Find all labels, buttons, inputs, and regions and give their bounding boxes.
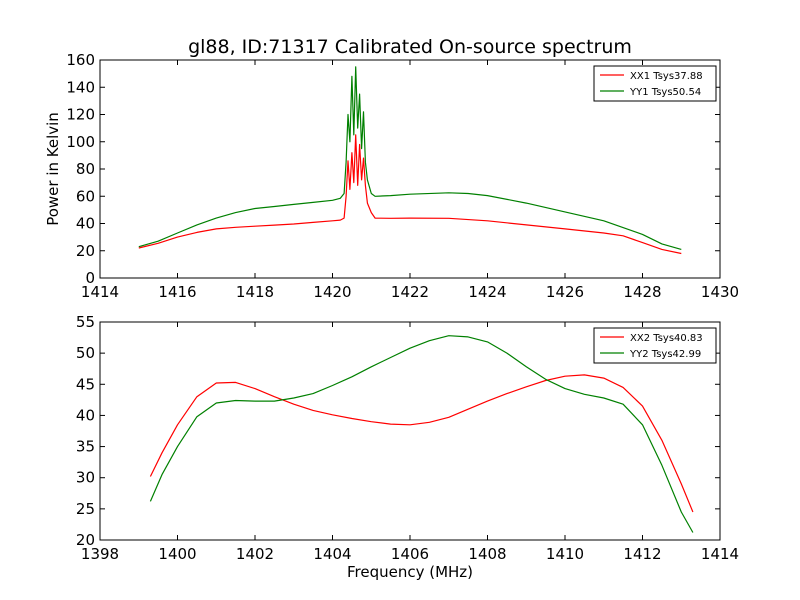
top-y-tick-label: 60: [76, 187, 95, 205]
top-y-axis-label: Power in Kelvin: [44, 112, 62, 226]
bottom-y-tick-label: 20: [76, 531, 95, 549]
top-x-tick-label: 1422: [391, 283, 429, 301]
bottom-x-tick-label: 1398: [81, 545, 119, 563]
bottom-x-tick-label: 1400: [158, 545, 196, 563]
top-series-line-1: [138, 134, 682, 255]
top-x-tick-label: 1426: [546, 283, 584, 301]
bottom-x-tick-label: 1412: [623, 545, 661, 563]
top-x-tick-label: 1418: [236, 283, 274, 301]
top-x-tick-label: 1416: [158, 283, 196, 301]
bottom-series-line-2: [149, 335, 694, 533]
top-legend: XX1 Tsys37.88 YY1 Tsys50.54: [593, 65, 717, 102]
bottom-x-tick-label: 1404: [313, 545, 351, 563]
bottom-legend-box: [593, 327, 717, 364]
bottom-y-tick-label: 45: [76, 375, 95, 393]
bottom-legend-label-1: XX2 Tsys40.83: [630, 333, 703, 344]
top-panel: Power in Kelvin 1414 1416 1418 1420 1422 1424…: [44, 51, 739, 301]
top-y-tick-label: 140: [66, 78, 95, 96]
top-y-tick-label: 120: [66, 106, 95, 124]
top-legend-label-1: XX1 Tsys37.88: [630, 71, 703, 82]
top-y-tick-label: 160: [66, 51, 95, 69]
top-y-tick-label: 100: [66, 133, 95, 151]
top-y-tick-label: 80: [76, 160, 95, 178]
bottom-y-tick-label: 55: [76, 313, 95, 331]
bottom-x-tick-label: 1406: [391, 545, 429, 563]
top-y-tick-label: 40: [76, 215, 95, 233]
top-x-tick-label: 1428: [623, 283, 661, 301]
bottom-x-tick-label: 1408: [468, 545, 506, 563]
top-y-tick-label: 20: [76, 242, 95, 260]
bottom-x-axis-label: Frequency (MHz): [347, 563, 473, 581]
top-x-tick-label: 1424: [468, 283, 506, 301]
bottom-y-tick-label: 50: [76, 344, 95, 362]
bottom-y-tick-label: 30: [76, 469, 95, 487]
top-x-tick-label: 1430: [701, 283, 739, 301]
bottom-panel: Frequency (MHz) 1398 1400 1402 1404 1406 1408…: [76, 313, 739, 581]
top-x-tick-label: 1420: [313, 283, 351, 301]
top-series-line-2: [138, 66, 682, 250]
top-y-tick-label: 0: [85, 269, 95, 287]
bottom-x-tick-label: 1402: [236, 545, 274, 563]
bottom-x-tick-label: 1410: [546, 545, 584, 563]
bottom-legend: XX2 Tsys40.83 YY2 Tsys42.99: [593, 327, 717, 364]
top-legend-label-2: YY1 Tsys50.54: [629, 87, 701, 98]
bottom-y-tick-label: 40: [76, 406, 95, 424]
bottom-y-tick-label: 25: [76, 500, 95, 518]
bottom-y-tick-label: 35: [76, 438, 95, 456]
bottom-x-tick-label: 1414: [701, 545, 739, 563]
chart-title: gl88, ID:71317 Calibrated On-source spec…: [188, 36, 632, 58]
bottom-series-line-1: [149, 374, 694, 513]
top-legend-box: [593, 65, 717, 102]
top-x-tick-label: 1414: [81, 283, 119, 301]
bottom-legend-label-2: YY2 Tsys42.99: [629, 349, 701, 360]
